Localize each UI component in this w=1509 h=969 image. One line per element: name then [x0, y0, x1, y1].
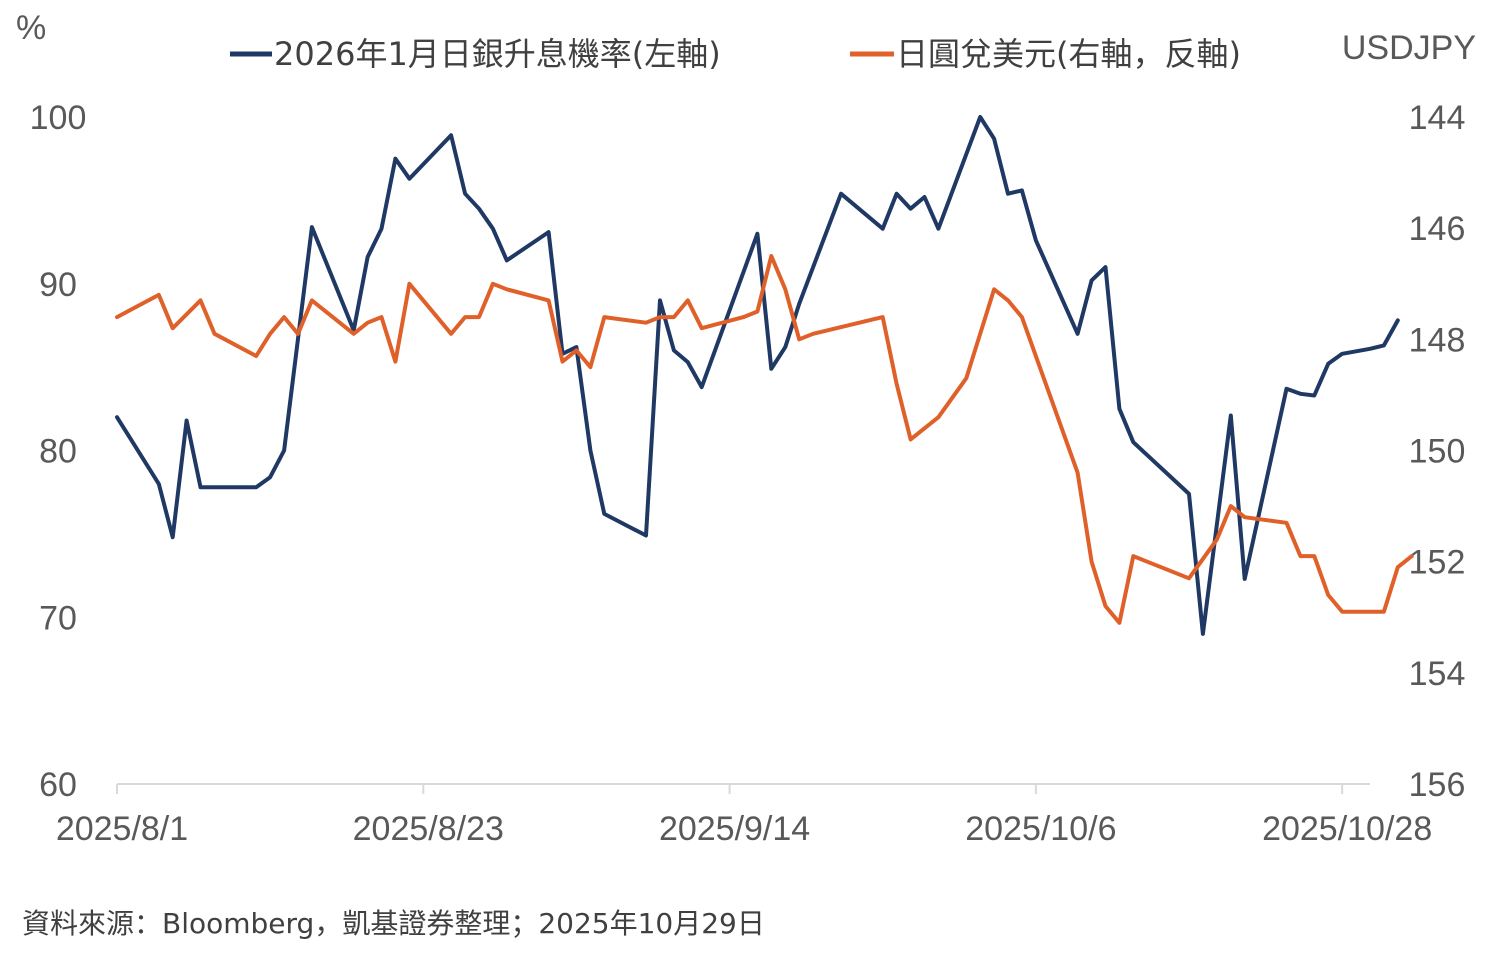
left-axis-unit: % — [16, 9, 46, 47]
series-line-boj-probability — [115, 115, 1400, 636]
left-tick-label: 60 — [39, 766, 77, 804]
x-tick-label: 2025/10/6 — [965, 810, 1116, 848]
x-tick-label: 2025/8/1 — [56, 810, 188, 848]
legend-label-boj-probability: 2026年1月日銀升息機率(左軸) — [274, 35, 721, 73]
x-axis: 2025/8/1 2025/8/23 2025/9/14 2025/10/6 2025/… — [56, 783, 1432, 848]
left-tick-label: 100 — [30, 99, 87, 137]
left-tick-label: 80 — [39, 433, 77, 471]
series-line-usdjpy — [115, 254, 1414, 625]
source-note: 資料來源：Bloomberg，凱基證券整理；2025年10月29日 — [22, 907, 765, 940]
left-axis: 100 90 80 70 60 — [30, 99, 87, 804]
right-tick-label: 148 — [1409, 321, 1466, 359]
legend: 2026年1月日銀升息機率(左軸) 日圓兌美元(右軸，反軸) — [230, 35, 1241, 73]
right-tick-label: 152 — [1409, 544, 1466, 582]
left-tick-label: 70 — [39, 599, 77, 637]
right-tick-label: 156 — [1409, 766, 1466, 804]
legend-label-usdjpy: 日圓兌美元(右軸，反軸) — [896, 35, 1241, 73]
right-tick-label: 154 — [1409, 655, 1466, 693]
x-tick-label: 2025/10/28 — [1262, 810, 1432, 848]
left-tick-label: 90 — [39, 266, 77, 304]
right-axis-unit: USDJPY — [1342, 29, 1476, 67]
x-tick-label: 2025/9/14 — [659, 810, 810, 848]
x-tick-label: 2025/8/23 — [353, 810, 504, 848]
right-tick-label: 144 — [1409, 99, 1466, 137]
right-axis: 144 146 148 150 152 154 156 — [1409, 99, 1466, 804]
right-tick-label: 150 — [1409, 433, 1466, 471]
plot-area — [115, 115, 1414, 636]
right-tick-label: 146 — [1409, 210, 1466, 248]
